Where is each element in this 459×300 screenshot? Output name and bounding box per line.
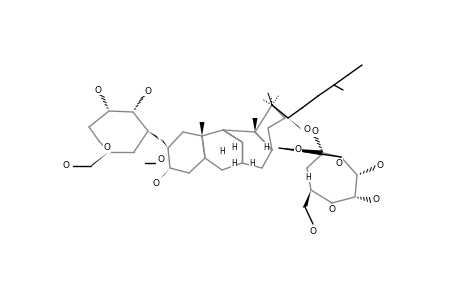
- Text: O: O: [157, 155, 164, 164]
- Polygon shape: [252, 118, 257, 132]
- Polygon shape: [148, 131, 159, 140]
- Text: O: O: [303, 125, 310, 134]
- Text: H: H: [263, 142, 269, 152]
- Text: H: H: [249, 158, 254, 167]
- Text: O: O: [309, 227, 316, 236]
- Polygon shape: [89, 152, 109, 168]
- Polygon shape: [302, 190, 310, 208]
- Text: O: O: [152, 178, 159, 188]
- Text: O: O: [62, 161, 69, 170]
- Text: H: H: [304, 172, 310, 182]
- Text: H: H: [230, 158, 236, 167]
- Text: H: H: [230, 143, 236, 152]
- Text: H: H: [218, 148, 224, 157]
- Text: O: O: [144, 86, 151, 95]
- Text: O: O: [294, 146, 301, 154]
- Text: O: O: [372, 196, 379, 205]
- Text: O: O: [94, 85, 101, 94]
- Polygon shape: [287, 118, 301, 130]
- Text: O: O: [103, 143, 110, 152]
- Polygon shape: [160, 168, 170, 179]
- Polygon shape: [134, 152, 146, 165]
- Polygon shape: [160, 139, 168, 148]
- Polygon shape: [279, 148, 323, 155]
- Text: O: O: [335, 158, 342, 167]
- Text: O: O: [328, 206, 335, 214]
- Text: O: O: [375, 160, 383, 169]
- Polygon shape: [199, 122, 204, 136]
- Text: O: O: [311, 128, 318, 136]
